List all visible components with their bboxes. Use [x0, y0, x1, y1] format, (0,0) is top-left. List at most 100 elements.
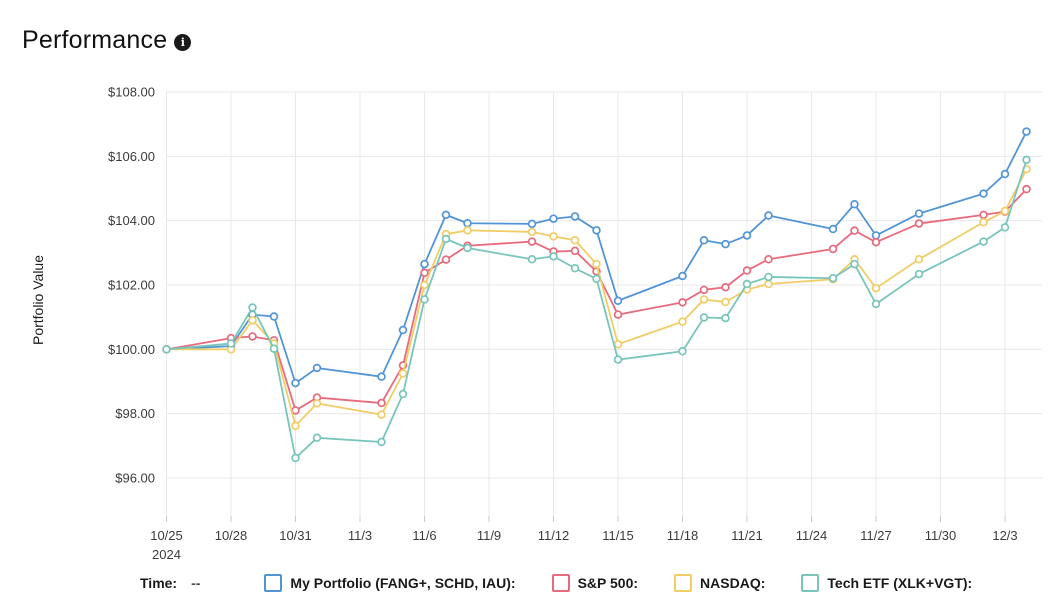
data-point-tech-etf-xlk-vgt[interactable] — [979, 237, 988, 246]
data-point-tech-etf-xlk-vgt[interactable] — [312, 433, 322, 443]
data-point-nasdaq[interactable] — [570, 236, 580, 245]
data-point-s-p-500[interactable] — [871, 237, 881, 247]
data-point-nasdaq[interactable] — [979, 218, 988, 227]
chart-legend: Time: -- My Portfolio (FANG+, SCHD, IAU)… — [140, 574, 1008, 592]
data-point-tech-etf-xlk-vgt[interactable] — [398, 389, 408, 399]
data-point-my-portfolio-fang-schd-iau[interactable] — [527, 219, 537, 229]
data-point-s-p-500[interactable] — [914, 219, 924, 228]
data-point-s-p-500[interactable] — [441, 255, 451, 264]
data-point-s-p-500[interactable] — [570, 246, 580, 256]
data-point-nasdaq[interactable] — [592, 259, 601, 269]
data-point-s-p-500[interactable] — [248, 332, 257, 341]
data-point-my-portfolio-fang-schd-iau[interactable] — [699, 236, 709, 245]
data-point-tech-etf-xlk-vgt[interactable] — [269, 344, 279, 353]
data-point-my-portfolio-fang-schd-iau[interactable] — [828, 224, 838, 234]
data-point-nasdaq[interactable] — [527, 227, 537, 237]
data-point-tech-etf-xlk-vgt[interactable] — [162, 345, 171, 354]
data-point-tech-etf-xlk-vgt[interactable] — [226, 339, 236, 348]
data-point-s-p-500[interactable] — [850, 226, 859, 235]
data-point-nasdaq[interactable] — [377, 410, 386, 419]
data-point-nasdaq[interactable] — [678, 317, 687, 326]
data-point-tech-etf-xlk-vgt[interactable] — [1000, 223, 1010, 232]
data-point-s-p-500[interactable] — [678, 298, 687, 307]
data-point-s-p-500[interactable] — [699, 285, 709, 295]
data-point-tech-etf-xlk-vgt[interactable] — [527, 255, 537, 264]
data-point-tech-etf-xlk-vgt[interactable] — [570, 264, 580, 273]
data-point-my-portfolio-fang-schd-iau[interactable] — [592, 226, 601, 235]
data-point-my-portfolio-fang-schd-iau[interactable] — [914, 209, 924, 218]
x-tick-label: 11/12 — [538, 528, 570, 543]
data-point-s-p-500[interactable] — [613, 310, 623, 319]
data-point-my-portfolio-fang-schd-iau[interactable] — [1000, 169, 1010, 179]
data-point-s-p-500[interactable] — [721, 283, 730, 292]
data-point-my-portfolio-fang-schd-iau[interactable] — [764, 211, 773, 220]
data-point-s-p-500[interactable] — [979, 210, 988, 220]
data-point-tech-etf-xlk-vgt[interactable] — [721, 313, 730, 323]
data-point-nasdaq[interactable] — [248, 316, 257, 325]
data-point-my-portfolio-fang-schd-iau[interactable] — [441, 210, 451, 220]
data-point-my-portfolio-fang-schd-iau[interactable] — [269, 312, 279, 321]
data-point-nasdaq[interactable] — [764, 279, 773, 289]
x-tick-label: 11/21 — [731, 528, 763, 543]
data-point-my-portfolio-fang-schd-iau[interactable] — [377, 372, 386, 381]
data-point-tech-etf-xlk-vgt[interactable] — [420, 295, 429, 304]
y-tick-label: $106.00 — [108, 149, 155, 164]
data-point-my-portfolio-fang-schd-iau[interactable] — [979, 189, 988, 198]
data-point-tech-etf-xlk-vgt[interactable] — [871, 299, 881, 309]
data-point-nasdaq[interactable] — [1000, 206, 1010, 216]
data-point-tech-etf-xlk-vgt[interactable] — [592, 274, 601, 284]
data-point-nasdaq[interactable] — [398, 369, 408, 378]
data-point-tech-etf-xlk-vgt[interactable] — [828, 273, 838, 283]
data-point-tech-etf-xlk-vgt[interactable] — [463, 243, 472, 253]
data-point-my-portfolio-fang-schd-iau[interactable] — [721, 239, 730, 249]
data-point-nasdaq[interactable] — [699, 295, 709, 304]
data-point-my-portfolio-fang-schd-iau[interactable] — [570, 212, 580, 221]
data-point-my-portfolio-fang-schd-iau[interactable] — [613, 296, 623, 306]
data-point-s-p-500[interactable] — [291, 406, 300, 415]
data-point-tech-etf-xlk-vgt[interactable] — [699, 313, 709, 322]
x-tick-label: 10/28 — [215, 528, 248, 543]
performance-line-chart[interactable]: $96.00 $98.00 $100.00 $102.00 $104.00 $106.00… — [0, 0, 1054, 566]
data-point-nasdaq[interactable] — [291, 421, 300, 431]
data-point-nasdaq[interactable] — [613, 339, 623, 349]
data-point-tech-etf-xlk-vgt[interactable] — [914, 269, 924, 279]
data-point-nasdaq[interactable] — [721, 297, 730, 307]
data-point-nasdaq[interactable] — [420, 280, 429, 290]
data-point-s-p-500[interactable] — [527, 237, 537, 246]
data-point-my-portfolio-fang-schd-iau[interactable] — [1022, 127, 1031, 136]
data-point-tech-etf-xlk-vgt[interactable] — [1022, 155, 1031, 165]
data-point-s-p-500[interactable] — [764, 255, 773, 264]
data-point-my-portfolio-fang-schd-iau[interactable] — [420, 259, 429, 269]
data-point-my-portfolio-fang-schd-iau[interactable] — [549, 214, 558, 223]
chart-header: Performance i — [22, 26, 192, 55]
data-point-my-portfolio-fang-schd-iau[interactable] — [312, 363, 322, 373]
data-point-nasdaq[interactable] — [549, 232, 558, 241]
data-point-tech-etf-xlk-vgt[interactable] — [248, 303, 257, 312]
data-point-tech-etf-xlk-vgt[interactable] — [613, 355, 623, 364]
data-point-my-portfolio-fang-schd-iau[interactable] — [742, 231, 752, 240]
data-point-s-p-500[interactable] — [420, 268, 429, 278]
data-point-my-portfolio-fang-schd-iau[interactable] — [678, 271, 687, 281]
data-point-my-portfolio-fang-schd-iau[interactable] — [398, 325, 408, 335]
data-point-nasdaq[interactable] — [871, 283, 881, 293]
data-point-tech-etf-xlk-vgt[interactable] — [377, 437, 386, 447]
data-point-nasdaq[interactable] — [914, 255, 924, 264]
data-point-my-portfolio-fang-schd-iau[interactable] — [850, 200, 859, 209]
data-point-nasdaq[interactable] — [312, 399, 322, 408]
data-point-my-portfolio-fang-schd-iau[interactable] — [463, 218, 472, 228]
data-point-s-p-500[interactable] — [377, 398, 386, 408]
data-point-my-portfolio-fang-schd-iau[interactable] — [291, 378, 300, 388]
data-point-s-p-500[interactable] — [1022, 184, 1031, 194]
data-point-tech-etf-xlk-vgt[interactable] — [441, 234, 451, 244]
data-point-tech-etf-xlk-vgt[interactable] — [678, 347, 687, 356]
data-point-tech-etf-xlk-vgt[interactable] — [742, 279, 752, 289]
data-point-tech-etf-xlk-vgt[interactable] — [549, 252, 558, 261]
data-point-my-portfolio-fang-schd-iau[interactable] — [871, 231, 881, 240]
data-point-s-p-500[interactable] — [828, 244, 838, 254]
data-point-nasdaq[interactable] — [463, 226, 472, 235]
data-point-tech-etf-xlk-vgt[interactable] — [291, 453, 300, 463]
data-point-tech-etf-xlk-vgt[interactable] — [764, 272, 773, 282]
data-point-s-p-500[interactable] — [742, 266, 752, 275]
data-point-tech-etf-xlk-vgt[interactable] — [850, 259, 859, 269]
info-icon[interactable]: i — [174, 34, 192, 51]
